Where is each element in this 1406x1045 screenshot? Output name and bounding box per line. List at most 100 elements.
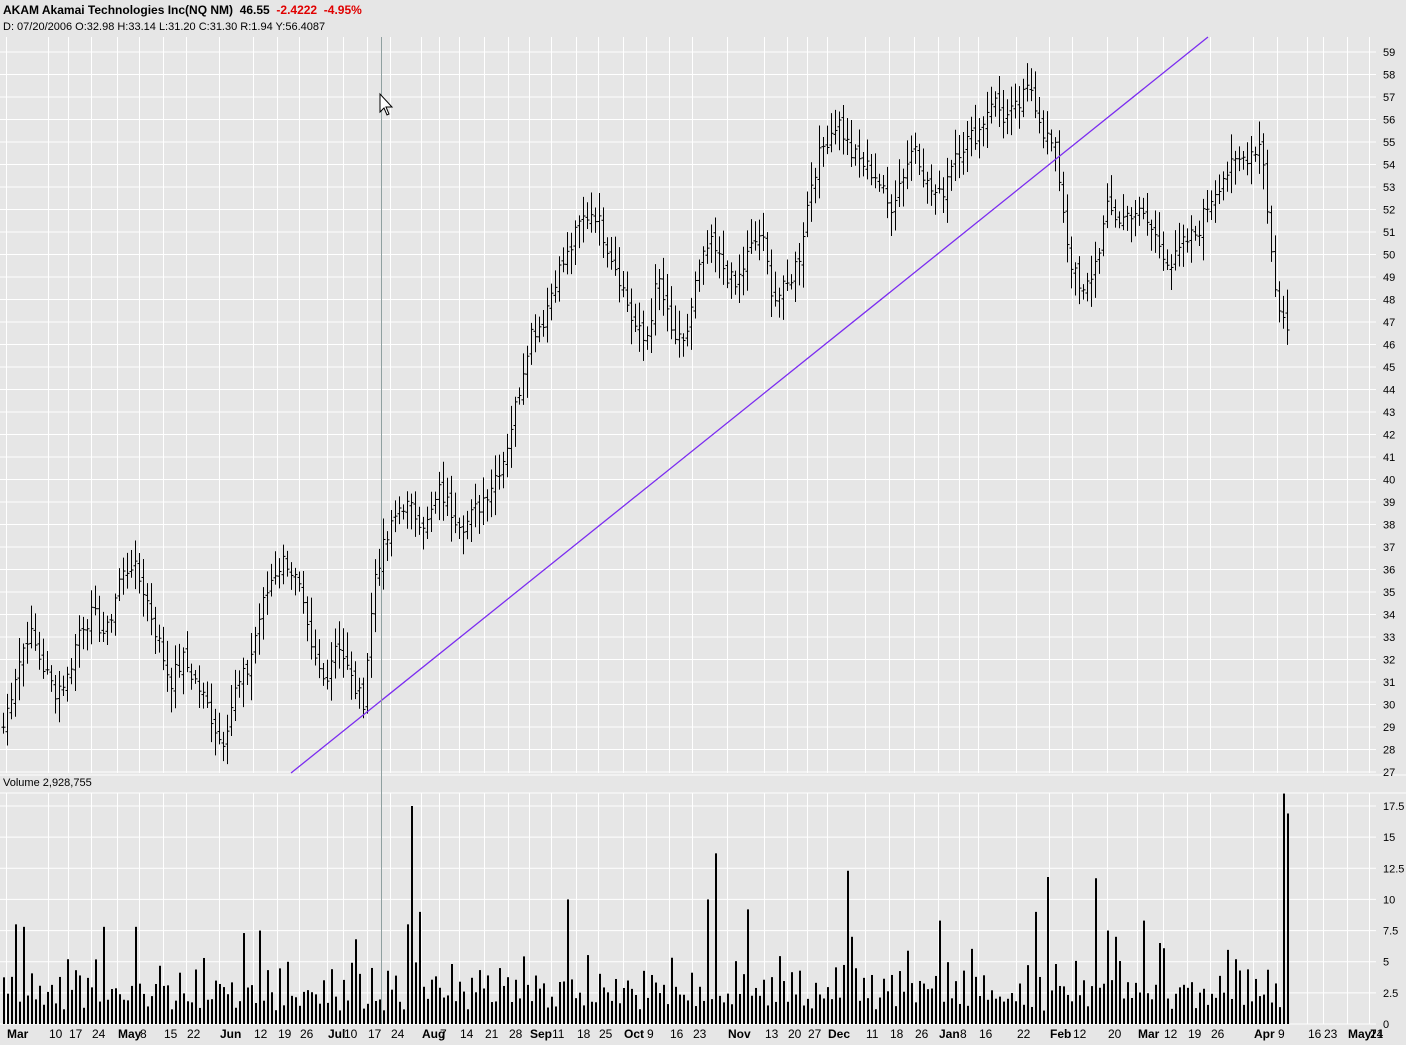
- volume-bar: [651, 974, 653, 1024]
- price-tick-label: 50: [1383, 250, 1395, 262]
- price-bar: [481, 477, 486, 525]
- date-tick-label: 12: [1164, 1027, 1178, 1041]
- price-tick-label: 47: [1383, 317, 1395, 329]
- volume-bar: [707, 899, 709, 1024]
- price-bar: [193, 670, 198, 684]
- volume-bar: [623, 987, 625, 1024]
- price-bar: [285, 550, 290, 577]
- date-tick-label: Nov: [728, 1027, 751, 1041]
- volume-bar: [147, 1006, 149, 1024]
- price-bar: [697, 259, 702, 292]
- symbol-quote-line: AKAM Akamai Technologies Inc(NQ NM) 46.5…: [3, 3, 362, 17]
- price-bar: [613, 236, 618, 276]
- volume-bar: [915, 1002, 917, 1024]
- price-tick-label: 44: [1383, 385, 1395, 397]
- volume-bar: [1095, 878, 1097, 1024]
- volume-bar: [1139, 992, 1141, 1024]
- price-bar: [541, 309, 546, 337]
- price-bar: [317, 639, 322, 679]
- volume-bar: [1115, 936, 1117, 1024]
- price-bar: [981, 116, 986, 147]
- price-change: -2.4222: [276, 3, 318, 17]
- volume-bar: [351, 962, 353, 1024]
- volume-bar: [139, 983, 141, 1024]
- price-bar: [925, 171, 930, 204]
- date-tick-label: 12: [254, 1027, 268, 1041]
- price-bar: [885, 166, 890, 219]
- volume-bar: [1047, 877, 1049, 1024]
- price-bar: [645, 326, 650, 350]
- price-bar: [433, 491, 438, 514]
- volume-bar: [43, 1004, 45, 1024]
- price-bar: [253, 626, 258, 664]
- price-bar: [713, 217, 718, 273]
- price-bar: [177, 643, 182, 678]
- volume-bar: [39, 985, 41, 1024]
- price-bar: [465, 510, 470, 540]
- price-tick-label: 31: [1383, 677, 1395, 689]
- volume-bar: [1239, 970, 1241, 1024]
- volume-bar: [795, 994, 797, 1024]
- price-bar: [1225, 161, 1230, 192]
- volume-bar: [1183, 984, 1185, 1024]
- volume-bar: [883, 978, 885, 1024]
- volume-tick-label: 10: [1383, 894, 1395, 906]
- price-bar: [473, 483, 478, 528]
- price-bar: [661, 257, 666, 316]
- volume-last-value: 2,928,755: [42, 777, 92, 789]
- volume-bar: [903, 991, 905, 1024]
- price-bar: [277, 558, 282, 589]
- volume-bar: [995, 998, 997, 1024]
- price-bar: [1117, 211, 1122, 229]
- volume-bar: [263, 1000, 265, 1024]
- price-bar: [1113, 199, 1118, 228]
- price-bar: [1217, 174, 1222, 205]
- price-bar: [69, 657, 74, 685]
- volume-bar: [1071, 1001, 1073, 1024]
- company-name: Akamai Technologies Inc(NQ NM): [41, 3, 234, 17]
- price-bar: [1121, 194, 1126, 231]
- price-bar: [293, 567, 298, 596]
- volume-bar: [587, 955, 589, 1024]
- volume-bar: [1011, 993, 1013, 1024]
- volume-bar: [935, 975, 937, 1024]
- volume-bar: [155, 983, 157, 1024]
- price-bar: [1201, 198, 1206, 261]
- volume-bar: [719, 995, 721, 1024]
- trendline[interactable]: [290, 36, 1209, 774]
- volume-bar: [235, 1007, 237, 1024]
- volume-bar: [347, 1000, 349, 1024]
- price-bar: [221, 731, 226, 762]
- volume-bar: [415, 962, 417, 1024]
- price-bar: [953, 129, 958, 181]
- price-bar: [933, 184, 938, 215]
- price-bar: [297, 571, 302, 592]
- price-bar: [801, 222, 806, 288]
- date-tick-label: 23: [693, 1027, 707, 1041]
- price-bar: [621, 271, 626, 298]
- volume-bar: [871, 974, 873, 1024]
- volume-bar: [643, 970, 645, 1024]
- volume-bar: [1283, 793, 1285, 1024]
- date-tick-label: 24: [391, 1027, 405, 1041]
- volume-bar: [431, 979, 433, 1024]
- volume-bar: [1179, 987, 1181, 1024]
- volume-bar: [1223, 992, 1225, 1024]
- date-tick-label: 14: [460, 1027, 474, 1041]
- volume-bar: [947, 962, 949, 1024]
- price-bar: [1181, 224, 1186, 267]
- price-bar: [809, 162, 814, 222]
- volume-bar: [1103, 983, 1105, 1024]
- price-bar: [49, 665, 54, 692]
- volume-bar: [507, 977, 509, 1024]
- date-tick-label: 7: [1370, 1027, 1377, 1041]
- price-bar: [1189, 215, 1194, 263]
- price-bar: [517, 387, 522, 405]
- volume-bar: [371, 967, 373, 1024]
- volume-bar: [691, 972, 693, 1024]
- volume-bar: [1187, 987, 1189, 1024]
- volume-bar: [387, 970, 389, 1024]
- price-bar: [1221, 171, 1226, 201]
- date-tick-label: 16: [1308, 1027, 1322, 1041]
